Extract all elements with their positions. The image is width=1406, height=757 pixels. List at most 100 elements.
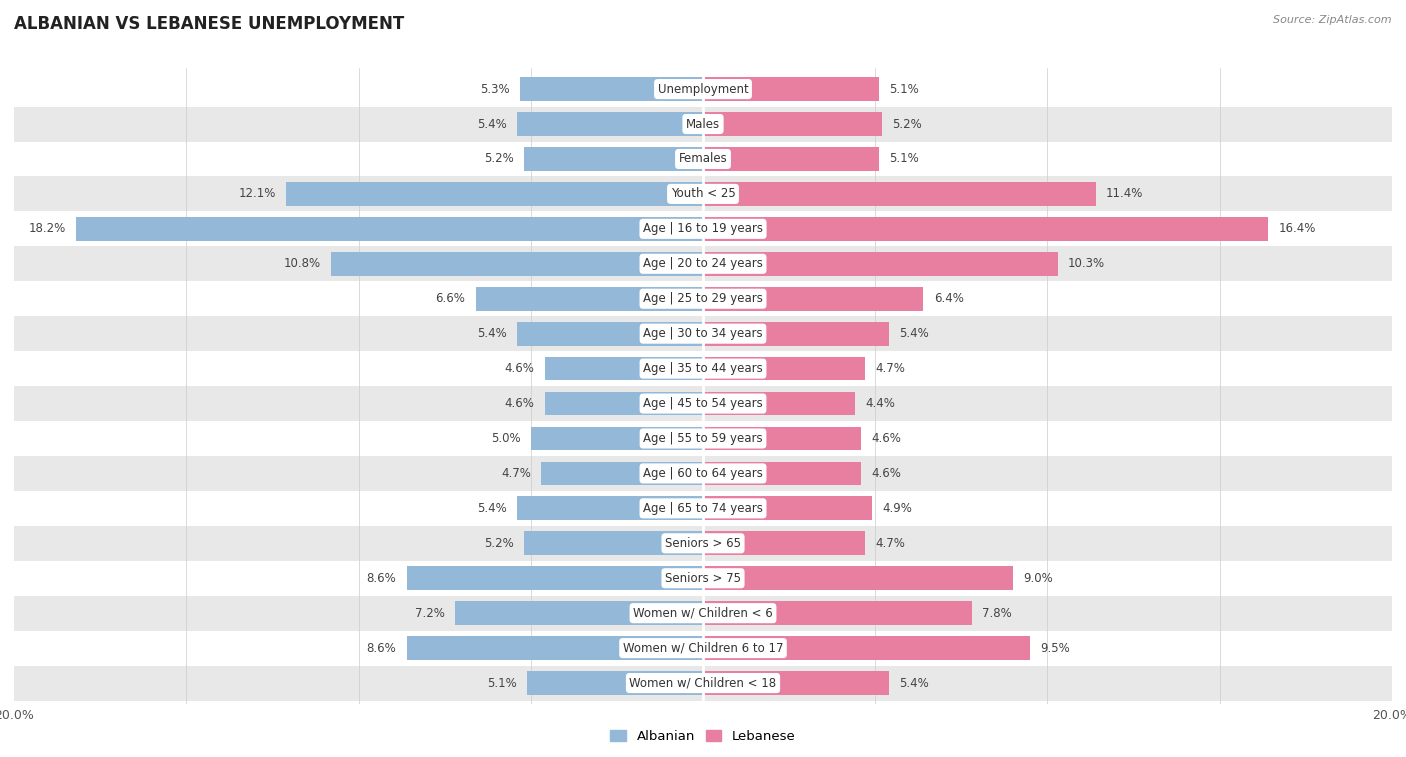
- Bar: [520, 77, 703, 101]
- Text: 4.7%: 4.7%: [875, 362, 905, 375]
- Bar: [76, 217, 703, 241]
- Bar: [703, 182, 1095, 206]
- Text: Unemployment: Unemployment: [658, 83, 748, 95]
- Bar: [517, 112, 703, 136]
- Bar: [531, 427, 703, 450]
- Text: 5.3%: 5.3%: [481, 83, 510, 95]
- Text: Age | 35 to 44 years: Age | 35 to 44 years: [643, 362, 763, 375]
- Bar: [14, 351, 1392, 386]
- Bar: [703, 427, 862, 450]
- Text: 4.6%: 4.6%: [872, 467, 901, 480]
- Bar: [703, 322, 889, 345]
- Bar: [406, 566, 703, 590]
- Text: 7.8%: 7.8%: [981, 606, 1012, 620]
- Bar: [14, 107, 1392, 142]
- Text: 4.4%: 4.4%: [865, 397, 894, 410]
- Bar: [14, 72, 1392, 107]
- Bar: [703, 462, 862, 485]
- Bar: [14, 526, 1392, 561]
- Text: 11.4%: 11.4%: [1107, 188, 1143, 201]
- Bar: [406, 636, 703, 660]
- Bar: [14, 456, 1392, 491]
- Text: Women w/ Children < 6: Women w/ Children < 6: [633, 606, 773, 620]
- Text: Women w/ Children < 18: Women w/ Children < 18: [630, 677, 776, 690]
- Text: 10.8%: 10.8%: [284, 257, 321, 270]
- Bar: [703, 147, 879, 171]
- Bar: [456, 601, 703, 625]
- Text: Age | 55 to 59 years: Age | 55 to 59 years: [643, 432, 763, 445]
- Text: 5.0%: 5.0%: [491, 432, 520, 445]
- Text: Males: Males: [686, 117, 720, 130]
- Text: 5.2%: 5.2%: [484, 537, 513, 550]
- Bar: [14, 596, 1392, 631]
- Bar: [541, 462, 703, 485]
- Text: 4.7%: 4.7%: [875, 537, 905, 550]
- Bar: [703, 217, 1268, 241]
- Text: Women w/ Children 6 to 17: Women w/ Children 6 to 17: [623, 642, 783, 655]
- Bar: [14, 491, 1392, 526]
- Text: Source: ZipAtlas.com: Source: ZipAtlas.com: [1274, 15, 1392, 25]
- Text: 5.4%: 5.4%: [477, 327, 506, 340]
- Bar: [14, 246, 1392, 282]
- Bar: [287, 182, 703, 206]
- Text: 12.1%: 12.1%: [239, 188, 276, 201]
- Bar: [527, 671, 703, 695]
- Text: ALBANIAN VS LEBANESE UNEMPLOYMENT: ALBANIAN VS LEBANESE UNEMPLOYMENT: [14, 15, 405, 33]
- Text: Age | 60 to 64 years: Age | 60 to 64 years: [643, 467, 763, 480]
- Text: Age | 45 to 54 years: Age | 45 to 54 years: [643, 397, 763, 410]
- Text: 4.7%: 4.7%: [501, 467, 531, 480]
- Bar: [524, 531, 703, 555]
- Bar: [475, 287, 703, 310]
- Text: Seniors > 75: Seniors > 75: [665, 572, 741, 584]
- Bar: [14, 421, 1392, 456]
- Text: 5.2%: 5.2%: [893, 117, 922, 130]
- Bar: [703, 112, 882, 136]
- Text: 6.4%: 6.4%: [934, 292, 963, 305]
- Text: Age | 20 to 24 years: Age | 20 to 24 years: [643, 257, 763, 270]
- Bar: [14, 561, 1392, 596]
- Text: 4.6%: 4.6%: [505, 397, 534, 410]
- Text: Age | 16 to 19 years: Age | 16 to 19 years: [643, 223, 763, 235]
- Legend: Albanian, Lebanese: Albanian, Lebanese: [605, 724, 801, 748]
- Text: Females: Females: [679, 152, 727, 166]
- Text: 5.4%: 5.4%: [900, 677, 929, 690]
- Bar: [703, 566, 1012, 590]
- Text: 4.9%: 4.9%: [882, 502, 912, 515]
- Text: 5.4%: 5.4%: [900, 327, 929, 340]
- Text: 10.3%: 10.3%: [1069, 257, 1105, 270]
- Text: 5.2%: 5.2%: [484, 152, 513, 166]
- Bar: [703, 636, 1031, 660]
- Text: 9.5%: 9.5%: [1040, 642, 1070, 655]
- Text: 16.4%: 16.4%: [1278, 223, 1316, 235]
- Bar: [544, 357, 703, 381]
- Bar: [14, 211, 1392, 246]
- Text: Age | 30 to 34 years: Age | 30 to 34 years: [643, 327, 763, 340]
- Text: 4.6%: 4.6%: [872, 432, 901, 445]
- Bar: [703, 77, 879, 101]
- Text: 7.2%: 7.2%: [415, 606, 444, 620]
- Text: 9.0%: 9.0%: [1024, 572, 1053, 584]
- Text: 8.6%: 8.6%: [367, 572, 396, 584]
- Text: 5.1%: 5.1%: [488, 677, 517, 690]
- Bar: [703, 601, 972, 625]
- Text: 5.1%: 5.1%: [889, 152, 918, 166]
- Text: 18.2%: 18.2%: [28, 223, 66, 235]
- Text: Age | 65 to 74 years: Age | 65 to 74 years: [643, 502, 763, 515]
- Text: Seniors > 65: Seniors > 65: [665, 537, 741, 550]
- Bar: [703, 497, 872, 520]
- Bar: [14, 386, 1392, 421]
- Bar: [14, 316, 1392, 351]
- Text: Age | 25 to 29 years: Age | 25 to 29 years: [643, 292, 763, 305]
- Bar: [703, 531, 865, 555]
- Bar: [14, 665, 1392, 700]
- Bar: [703, 357, 865, 381]
- Text: 5.1%: 5.1%: [889, 83, 918, 95]
- Bar: [14, 631, 1392, 665]
- Text: 4.6%: 4.6%: [505, 362, 534, 375]
- Bar: [517, 322, 703, 345]
- Bar: [14, 176, 1392, 211]
- Bar: [14, 282, 1392, 316]
- Text: 8.6%: 8.6%: [367, 642, 396, 655]
- Text: 5.4%: 5.4%: [477, 502, 506, 515]
- Text: Youth < 25: Youth < 25: [671, 188, 735, 201]
